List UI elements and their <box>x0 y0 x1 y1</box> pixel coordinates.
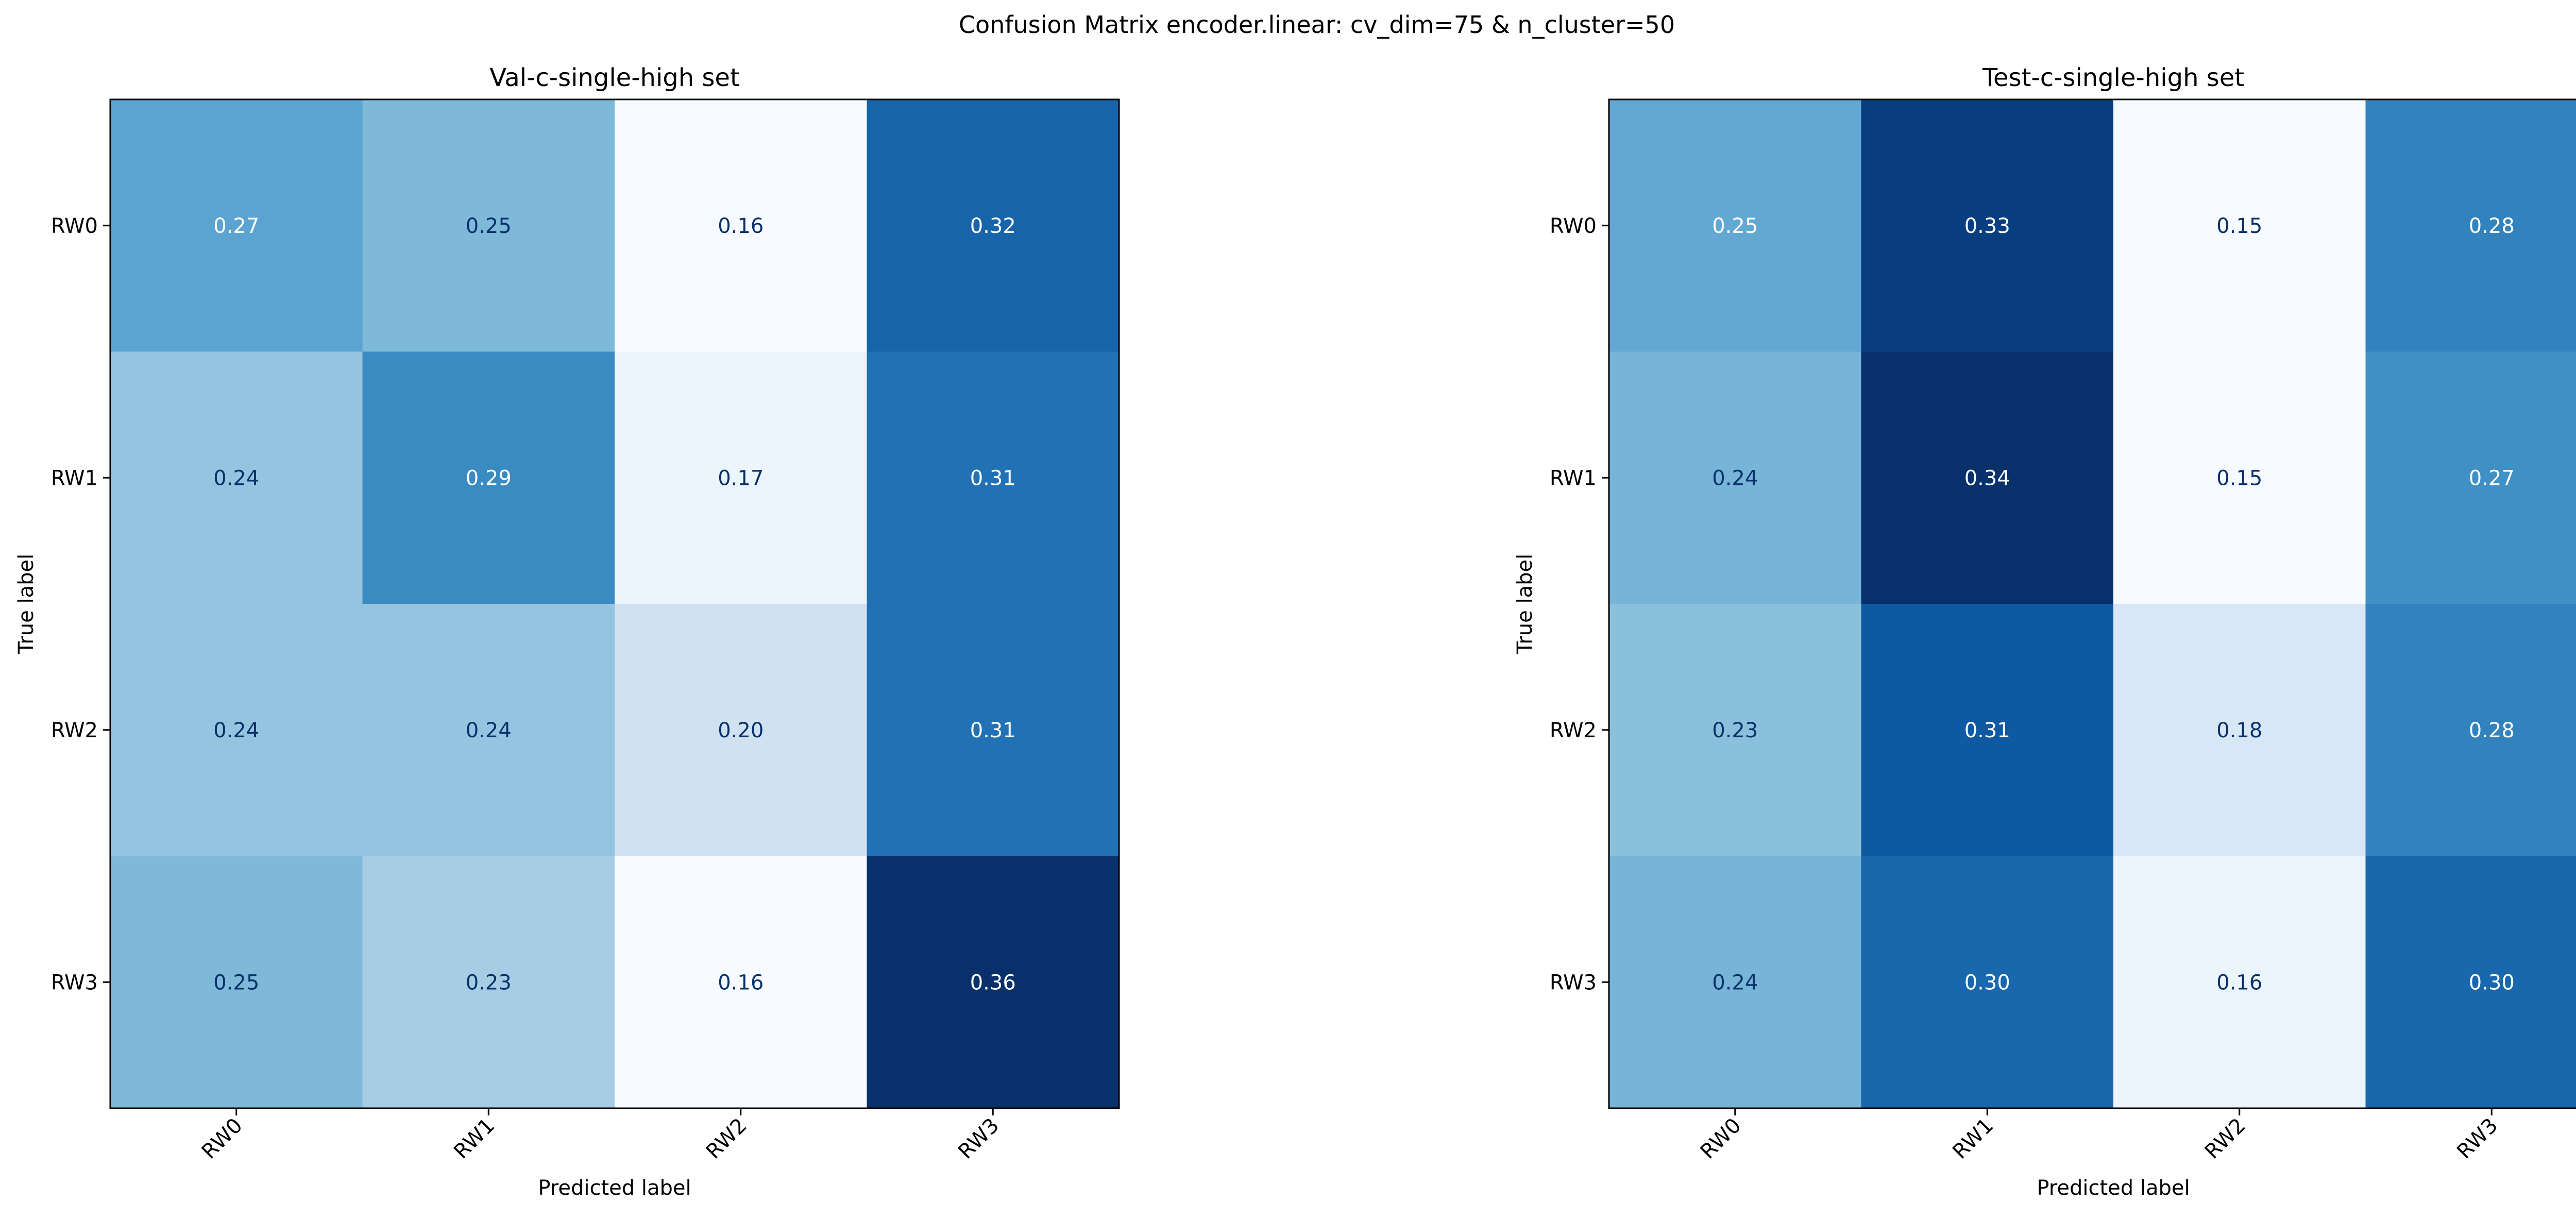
y-axis-label: True label <box>14 554 38 654</box>
heatmap-cell <box>867 604 1120 857</box>
y-tick-label: RW3 <box>1550 971 1597 994</box>
x-tick-label: RW3 <box>2452 1114 2502 1164</box>
heatmap-cell <box>615 604 868 857</box>
cell-value-label: 0.25 <box>213 971 259 994</box>
cell-value-label: 0.24 <box>466 719 512 742</box>
heatmap-cell <box>362 351 615 604</box>
cell-value-label: 0.23 <box>1712 719 1758 742</box>
cell-value-label: 0.24 <box>1712 466 1758 490</box>
cell-value-label: 0.31 <box>970 719 1016 742</box>
cell-value-label: 0.18 <box>2216 719 2262 742</box>
heatmap-cell <box>2365 856 2576 1109</box>
x-tick-label: RW3 <box>954 1114 1004 1164</box>
cell-value-label: 0.36 <box>970 971 1016 994</box>
heatmap-cell <box>867 99 1120 352</box>
x-tick-label: RW2 <box>2200 1114 2250 1164</box>
heatmap-cell <box>615 351 868 604</box>
cell-value-label: 0.17 <box>718 466 764 490</box>
heatmap-cell <box>1609 604 1862 857</box>
cell-value-label: 0.32 <box>970 214 1016 238</box>
val-confusion-matrix: Val-c-single-high set 0.27 0.25 0.16 0.32 0.2… <box>14 63 1120 1200</box>
cell-value-label: 0.16 <box>2216 971 2262 994</box>
x-tick-label: RW0 <box>1696 1114 1746 1164</box>
test-confusion-matrix: Test-c-single-high set 0.25 0.33 0.15 0.28 0.… <box>1513 63 2576 1200</box>
axes-frame <box>109 98 1120 1109</box>
y-tick-label: RW2 <box>1550 719 1597 742</box>
cell-value-label: 0.31 <box>970 466 1016 490</box>
cell-value-label: 0.30 <box>1964 971 2010 994</box>
x-tick-label: RW1 <box>449 1114 499 1164</box>
heatmap-cell <box>362 604 615 857</box>
x-tick-label: RW0 <box>197 1114 247 1164</box>
heatmap-cell <box>1861 604 2114 857</box>
cell-value-label: 0.28 <box>2469 719 2515 742</box>
subplot-title: Test-c-single-high set <box>1982 63 2244 92</box>
cell-value-label: 0.28 <box>2469 214 2515 238</box>
y-tick-label: RW1 <box>51 466 98 490</box>
cell-value-label: 0.24 <box>213 466 259 490</box>
heatmap-cell <box>1861 351 2114 604</box>
cell-value-label: 0.25 <box>1712 214 1758 238</box>
cell-value-label: 0.15 <box>2216 466 2262 490</box>
heatmap-cell <box>867 856 1120 1109</box>
heatmap-cell <box>2113 604 2366 857</box>
heatmap-cell <box>2365 351 2576 604</box>
cell-value-label: 0.31 <box>1964 719 2010 742</box>
heatmap-cell <box>110 351 363 604</box>
x-axis-label: Predicted label <box>538 1176 691 1200</box>
cell-value-label: 0.25 <box>466 214 512 238</box>
y-tick-label: RW0 <box>51 214 98 238</box>
heatmap-cell <box>615 856 868 1109</box>
heatmap-cell <box>2113 99 2366 352</box>
y-tick-label: RW0 <box>1550 214 1597 238</box>
heatmap-cell <box>2113 351 2366 604</box>
cell-value-label: 0.16 <box>718 214 764 238</box>
heatmap-cell <box>2365 99 2576 352</box>
cell-value-label: 0.30 <box>2469 971 2515 994</box>
subplot-title: Val-c-single-high set <box>489 63 740 92</box>
cell-value-label: 0.23 <box>466 971 512 994</box>
heatmap-cell <box>1609 99 1862 352</box>
heatmap-cell <box>2113 856 2366 1109</box>
cell-value-label: 0.24 <box>213 719 259 742</box>
x-tick-label: RW1 <box>1948 1114 1998 1164</box>
y-axis-label: True label <box>1513 554 1537 654</box>
axes-frame <box>1608 98 2576 1109</box>
cell-value-label: 0.24 <box>1712 971 1758 994</box>
heatmap-cell <box>867 351 1120 604</box>
cell-value-label: 0.27 <box>213 214 259 238</box>
heatmap-cell <box>615 99 868 352</box>
cell-value-label: 0.15 <box>2216 214 2262 238</box>
y-tick-label: RW1 <box>1550 466 1597 490</box>
heatmap-cell <box>110 856 363 1109</box>
heatmap-cell <box>362 99 615 352</box>
heatmap-cell <box>1861 856 2114 1109</box>
heatmap-cell <box>2365 604 2576 857</box>
heatmap-cell <box>110 99 363 352</box>
heatmap-cell <box>1609 351 1862 604</box>
cell-value-label: 0.29 <box>466 466 512 490</box>
heatmap-cell <box>362 856 615 1109</box>
heatmap-cell <box>1609 856 1862 1109</box>
cell-value-label: 0.27 <box>2469 466 2515 490</box>
cell-value-label: 0.33 <box>1964 214 2010 238</box>
cell-value-label: 0.20 <box>718 719 764 742</box>
heatmap-cell <box>1861 99 2114 352</box>
heatmap-cell <box>110 604 363 857</box>
x-axis-label: Predicted label <box>2037 1176 2190 1200</box>
x-tick-label: RW2 <box>702 1114 752 1164</box>
cell-value-label: 0.34 <box>1964 466 2010 490</box>
cell-value-label: 0.16 <box>718 971 764 994</box>
y-tick-label: RW2 <box>51 719 98 742</box>
figure-suptitle: Confusion Matrix encoder.linear: cv_dim=… <box>959 11 1675 39</box>
y-tick-label: RW3 <box>51 971 98 994</box>
